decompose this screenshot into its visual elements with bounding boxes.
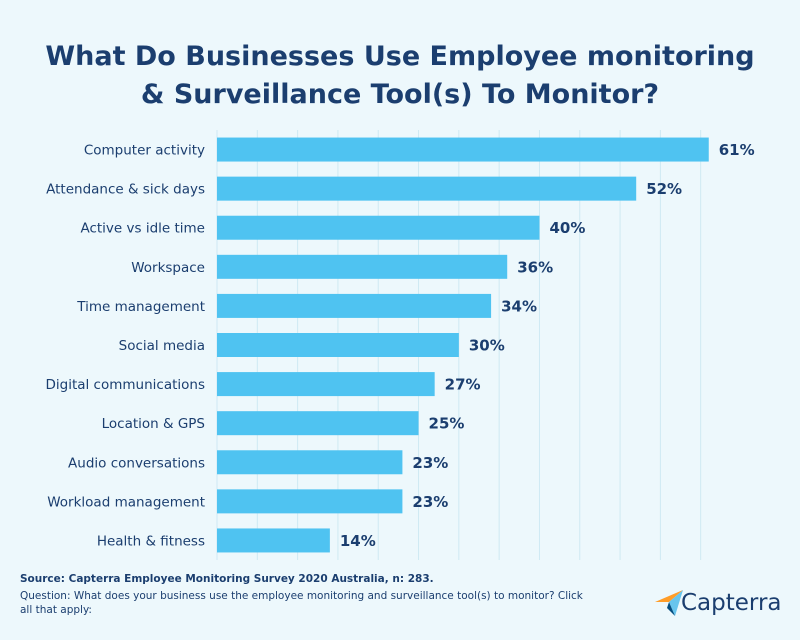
bar [217,176,637,201]
value-label: 14% [340,532,376,550]
y-tick-label: Location & GPS [102,416,205,432]
value-label: 27% [445,376,481,394]
y-tick-label: Health & fitness [97,533,205,549]
bar [217,215,540,240]
value-label: 40% [549,219,585,237]
source: Source: Capterra Employee Monitoring Sur… [20,573,434,585]
bar [217,137,709,162]
y-tick-label: Social media [119,338,205,354]
bar [217,450,403,475]
value-label: 30% [469,337,505,355]
bar [217,372,435,397]
y-tick-label: Digital communications [45,377,205,393]
chart-title: What Do Businesses Use Employee monitori… [45,41,755,110]
value-label: 34% [501,297,537,315]
y-tick-label: Workspace [131,260,205,276]
bar [217,254,508,279]
brand: Capterra [681,590,782,616]
bar [217,489,403,514]
y-tick-label: Computer activity [84,143,205,159]
brand-logo [655,590,683,616]
value-label: 61% [719,141,755,159]
note: Question: What does your business use th… [20,590,583,616]
bar [217,528,330,553]
y-tick-label: Workload management [47,494,205,510]
y-tick-label: Time management [76,299,205,315]
y-tick-label: Attendance & sick days [46,182,205,198]
value-label: 23% [412,454,448,472]
value-label: 52% [646,180,682,198]
bar [217,293,492,318]
value-label: 36% [517,258,553,276]
y-tick-label: Active vs idle time [80,221,205,237]
value-label: 23% [412,493,448,511]
y-tick-label: Audio conversations [68,455,205,471]
value-label: 25% [429,415,465,433]
bar [217,333,459,357]
bar [217,411,419,436]
